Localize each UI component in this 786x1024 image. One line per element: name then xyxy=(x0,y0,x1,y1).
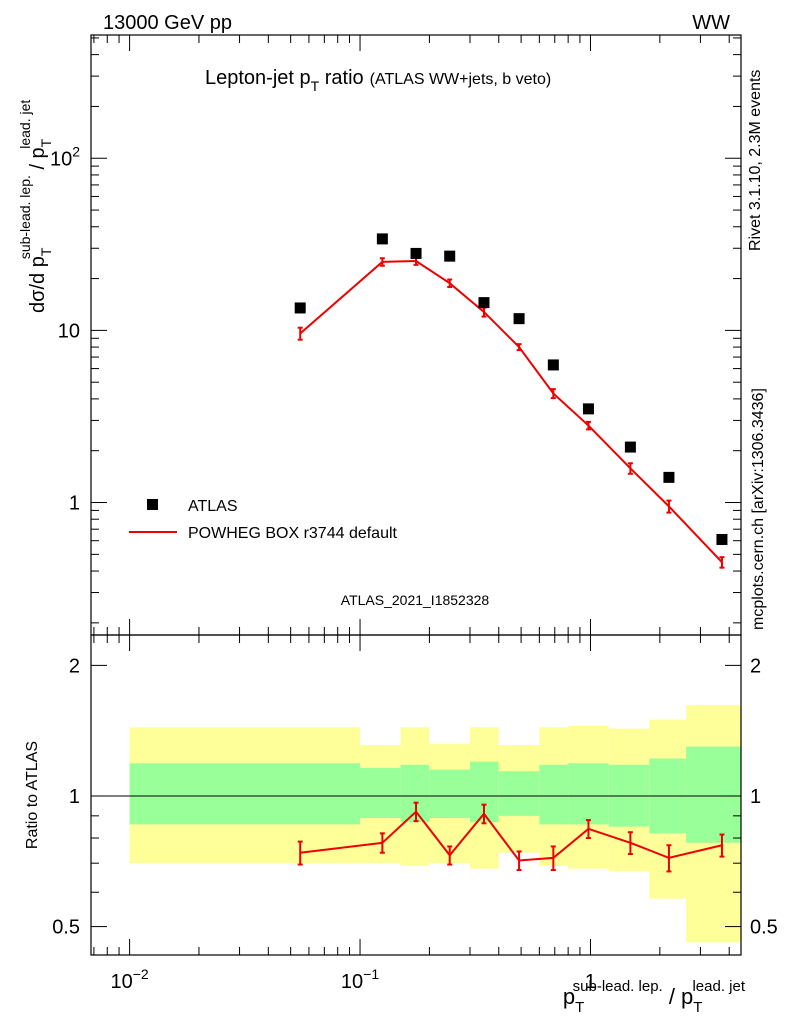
atlas-point xyxy=(582,403,594,415)
mc-error-bars xyxy=(297,256,725,569)
legend-mc-label: POWHEG BOX r3744 default xyxy=(188,525,398,542)
mc-series-line xyxy=(299,259,723,563)
atlas-data-points xyxy=(294,233,728,545)
atlas-point xyxy=(376,233,388,245)
x-tick-label: 10−2 xyxy=(110,966,148,993)
ratio-inner-band xyxy=(498,771,540,816)
legend-atlas-label: ATLAS xyxy=(188,498,238,515)
x-axis-label: pTsub-lead. lep. / pTlead. jet xyxy=(563,978,746,1016)
atlas-point xyxy=(478,297,490,309)
source-label: mcplots.cern.ch [arXiv:1306.3436] xyxy=(750,388,767,630)
atlas-point xyxy=(547,359,559,371)
main-y-axis-label: dσ/d pTsub-lead. lep. / pTlead. jet xyxy=(17,100,54,313)
legend: ATLAS POWHEG BOX r3744 default xyxy=(129,498,398,542)
atlas-point xyxy=(410,247,422,259)
ratio-inner-band xyxy=(539,764,569,825)
ratio-y-tick-label-left: 2 xyxy=(69,655,80,677)
ratio-y-tick-label-left: 0.5 xyxy=(52,917,80,939)
ratio-axis-ticks: 10−2 10−1 1 0.5 0.5 1 1 2 2 xyxy=(52,635,778,993)
main-panel: 1 10 102 Lepton-jet pT ratio (ATLAS WW+jets… xyxy=(17,34,742,636)
ratio-inner-band xyxy=(129,763,361,825)
y-tick-label: 1 xyxy=(69,493,80,515)
ratio-y-tick-label-right: 1 xyxy=(750,786,761,808)
x-tick-label: 10−1 xyxy=(341,966,379,993)
atlas-point xyxy=(294,302,306,314)
ratio-inner-band xyxy=(686,746,741,843)
ratio-panel: 10−2 10−1 1 0.5 0.5 1 1 2 2 Ratio to ATLAS xyxy=(24,634,778,993)
main-axis-ticks: 1 10 102 xyxy=(50,35,741,635)
ratio-inner-band xyxy=(568,763,609,825)
legend-atlas-marker xyxy=(147,499,158,510)
atlas-point xyxy=(513,313,525,325)
ratio-y-tick-label-right: 0.5 xyxy=(750,917,778,939)
ratio-inner-band xyxy=(360,768,401,818)
ratio-uncertainty-bands xyxy=(129,705,741,943)
atlas-point xyxy=(716,533,728,545)
y-tick-label: 10 xyxy=(58,320,80,342)
ratio-inner-band xyxy=(429,769,470,818)
y-tick-label: 102 xyxy=(50,143,80,170)
analysis-id-label: ATLAS_2021_I1852328 xyxy=(341,592,490,608)
process-label: WW xyxy=(692,12,730,34)
ratio-frame xyxy=(90,634,742,956)
atlas-point xyxy=(624,441,636,453)
rivet-label: Rivet 3.1.10, 2.3M events xyxy=(747,70,764,251)
main-frame xyxy=(90,34,742,636)
x-tick-label: 1 xyxy=(585,971,596,993)
atlas-point xyxy=(663,471,675,483)
ratio-y-tick-label-left: 1 xyxy=(69,786,80,808)
chart-title: Lepton-jet pT ratio (ATLAS WW+jets, b vet… xyxy=(205,67,551,94)
energy-label: 13000 GeV pp xyxy=(103,12,232,34)
ratio-y-tick-label-right: 2 xyxy=(750,655,761,677)
atlas-point xyxy=(444,250,456,262)
ratio-error-bars xyxy=(297,801,725,873)
ratio-y-axis-label: Ratio to ATLAS xyxy=(24,741,41,849)
